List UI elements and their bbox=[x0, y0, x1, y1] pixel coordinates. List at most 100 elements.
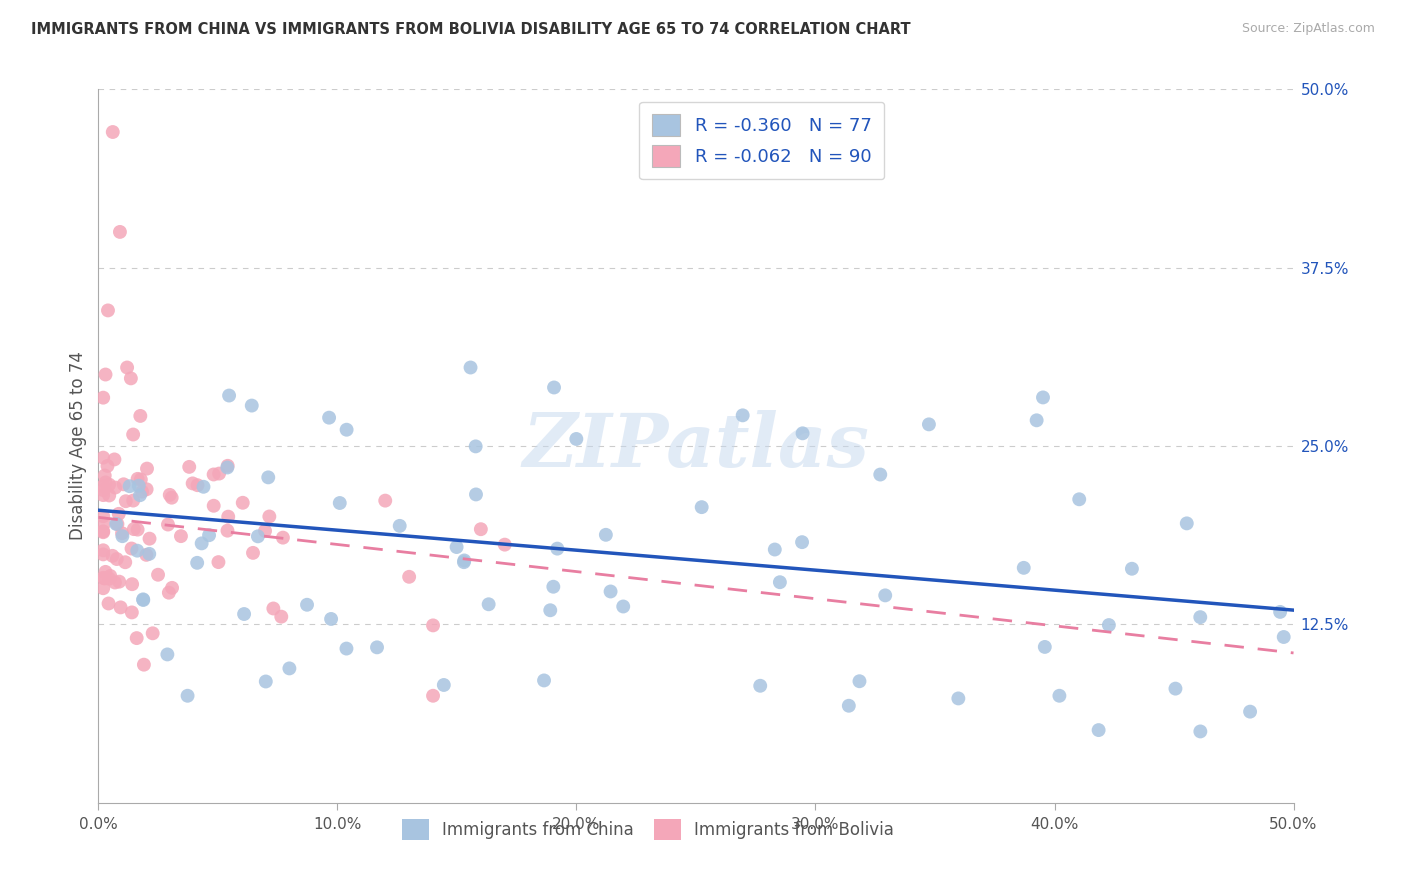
Point bbox=[242, 546, 264, 560]
Point bbox=[91, 479, 114, 493]
Point bbox=[98, 477, 121, 491]
Point bbox=[1033, 640, 1056, 654]
Point bbox=[538, 603, 561, 617]
Point bbox=[453, 553, 475, 567]
Point bbox=[422, 689, 444, 703]
Point bbox=[546, 541, 568, 556]
Point bbox=[98, 488, 121, 502]
Point bbox=[1121, 562, 1143, 576]
Point bbox=[170, 529, 193, 543]
Point bbox=[132, 592, 155, 607]
Point bbox=[156, 648, 179, 662]
Point bbox=[218, 388, 240, 402]
Point bbox=[93, 468, 115, 483]
Point bbox=[107, 516, 129, 531]
Point bbox=[91, 571, 114, 585]
Point bbox=[422, 618, 444, 632]
Point bbox=[91, 391, 114, 405]
Point bbox=[125, 631, 148, 645]
Point bbox=[202, 499, 225, 513]
Point bbox=[257, 470, 280, 484]
Point bbox=[1272, 630, 1295, 644]
Point bbox=[838, 698, 860, 713]
Point bbox=[114, 494, 136, 508]
Point bbox=[122, 427, 145, 442]
Point bbox=[91, 547, 114, 561]
Point bbox=[128, 479, 150, 493]
Point bbox=[91, 524, 114, 539]
Point bbox=[494, 538, 516, 552]
Point bbox=[160, 491, 183, 505]
Point bbox=[533, 673, 555, 688]
Point bbox=[91, 509, 114, 524]
Point bbox=[1025, 413, 1047, 427]
Point bbox=[193, 480, 215, 494]
Point bbox=[98, 572, 121, 586]
Point bbox=[132, 657, 155, 672]
Point bbox=[1032, 391, 1054, 405]
Point bbox=[240, 399, 263, 413]
Point bbox=[1189, 724, 1212, 739]
Point bbox=[108, 574, 131, 589]
Point bbox=[543, 580, 565, 594]
Point bbox=[101, 549, 124, 563]
Point bbox=[262, 601, 284, 615]
Point bbox=[271, 531, 294, 545]
Point bbox=[156, 517, 179, 532]
Point bbox=[388, 519, 411, 533]
Legend: Immigrants from China, Immigrants from Bolivia: Immigrants from China, Immigrants from B… bbox=[394, 811, 903, 848]
Point bbox=[460, 360, 482, 375]
Point bbox=[91, 543, 114, 558]
Point bbox=[131, 484, 153, 499]
Point bbox=[132, 593, 155, 607]
Point bbox=[121, 606, 143, 620]
Point bbox=[259, 509, 281, 524]
Point bbox=[918, 417, 941, 432]
Point bbox=[135, 483, 157, 497]
Point bbox=[446, 540, 468, 554]
Point bbox=[159, 488, 181, 502]
Point bbox=[374, 493, 396, 508]
Point bbox=[731, 409, 754, 423]
Point bbox=[121, 541, 143, 556]
Point bbox=[763, 542, 786, 557]
Point bbox=[115, 360, 138, 375]
Point bbox=[94, 475, 117, 490]
Point bbox=[98, 569, 121, 583]
Point bbox=[122, 522, 145, 536]
Point bbox=[366, 640, 388, 655]
Point bbox=[1164, 681, 1187, 696]
Point bbox=[612, 599, 634, 614]
Point bbox=[94, 368, 117, 382]
Point bbox=[94, 565, 117, 579]
Point bbox=[232, 496, 254, 510]
Point bbox=[91, 581, 114, 595]
Point bbox=[398, 570, 420, 584]
Point bbox=[160, 581, 183, 595]
Point bbox=[91, 525, 114, 540]
Point bbox=[181, 476, 204, 491]
Point bbox=[111, 526, 134, 541]
Point bbox=[769, 575, 792, 590]
Point bbox=[1189, 610, 1212, 624]
Point bbox=[110, 600, 132, 615]
Point bbox=[217, 509, 239, 524]
Point bbox=[179, 459, 201, 474]
Point bbox=[217, 460, 239, 475]
Point bbox=[295, 598, 318, 612]
Point bbox=[1175, 516, 1198, 531]
Point bbox=[595, 528, 617, 542]
Point bbox=[233, 607, 256, 621]
Point bbox=[127, 472, 149, 486]
Point bbox=[1087, 723, 1109, 737]
Point bbox=[254, 524, 277, 538]
Point bbox=[565, 432, 588, 446]
Point bbox=[97, 303, 120, 318]
Point bbox=[114, 555, 136, 569]
Text: ZIPatlas: ZIPatlas bbox=[523, 409, 869, 483]
Point bbox=[948, 691, 970, 706]
Point bbox=[790, 535, 813, 549]
Point bbox=[101, 125, 124, 139]
Point bbox=[104, 481, 127, 495]
Point bbox=[749, 679, 772, 693]
